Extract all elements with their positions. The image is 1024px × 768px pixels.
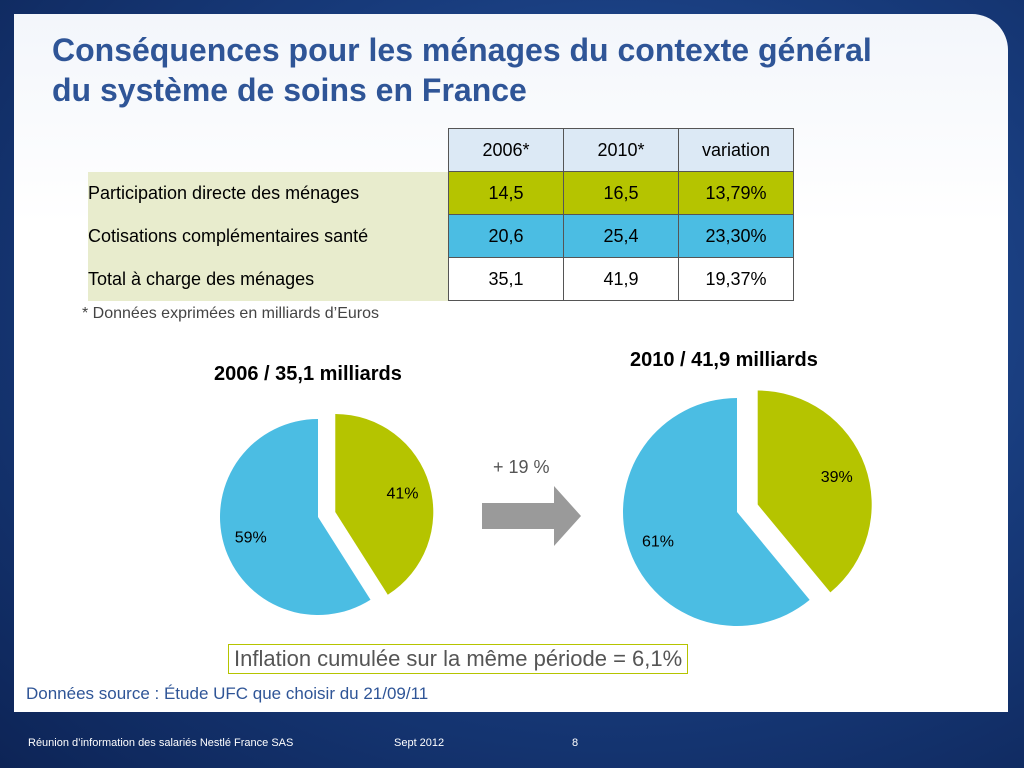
page-title: Conséquences pour les ménages du context… [52, 30, 952, 110]
pie-slice [335, 413, 434, 595]
pie-2006-title: 2006 / 35,1 milliards [214, 363, 402, 385]
table-header-row: 2006* 2010* variation [88, 128, 794, 172]
title-line-1: Conséquences pour les ménages du context… [52, 32, 872, 68]
pie-slice-label: 39% [821, 469, 853, 486]
cell-2010: 41,9 [563, 257, 679, 301]
pie-slice-label: 59% [235, 530, 267, 547]
footer-event: Réunion d’information des salariés Nestl… [28, 737, 294, 749]
pie-slice [219, 419, 371, 615]
title-line-2: du système de soins en France [52, 72, 527, 108]
data-table: 2006* 2010* variation Participation dire… [88, 128, 794, 301]
row-label: Cotisations complémentaires santé [88, 214, 449, 258]
pie-slice-label: 61% [642, 533, 674, 550]
table-row: Total à charge des ménages 35,1 41,9 19,… [88, 257, 794, 301]
inflation-note: Inflation cumulée sur la même période = … [228, 644, 689, 674]
source-note: Données source : Étude UFC que choisir d… [26, 684, 429, 703]
footer-date: Sept 2012 [394, 737, 445, 749]
growth-label: + 19 % [493, 457, 550, 477]
cell-variation: 13,79% [678, 171, 794, 215]
row-label: Participation directe des ménages [88, 171, 449, 215]
cell-2006: 20,6 [448, 214, 564, 258]
pie-2006: 41% 59% [219, 413, 434, 615]
arrow-right-icon [482, 486, 581, 546]
cell-2006: 14,5 [448, 171, 564, 215]
table-footnote: * Données exprimées en milliards d’Euros [82, 305, 380, 322]
header-variation: variation [678, 128, 794, 172]
cell-2010: 25,4 [563, 214, 679, 258]
pie-2010: 39% 61% [623, 390, 872, 626]
cell-variation: 19,37% [678, 257, 794, 301]
cell-2006: 35,1 [448, 257, 564, 301]
pie-slice-label: 41% [386, 485, 418, 502]
pie-slice [757, 390, 872, 593]
cell-variation: 23,30% [678, 214, 794, 258]
row-label: Total à charge des ménages [88, 257, 449, 301]
table-row: Participation directe des ménages 14,5 1… [88, 171, 794, 215]
footer-page-number: 8 [572, 737, 579, 749]
pie-2010-title: 2010 / 41,9 milliards [630, 349, 818, 371]
cell-2010: 16,5 [563, 171, 679, 215]
table-row: Cotisations complémentaires santé 20,6 2… [88, 214, 794, 258]
pie-slice [623, 398, 810, 626]
